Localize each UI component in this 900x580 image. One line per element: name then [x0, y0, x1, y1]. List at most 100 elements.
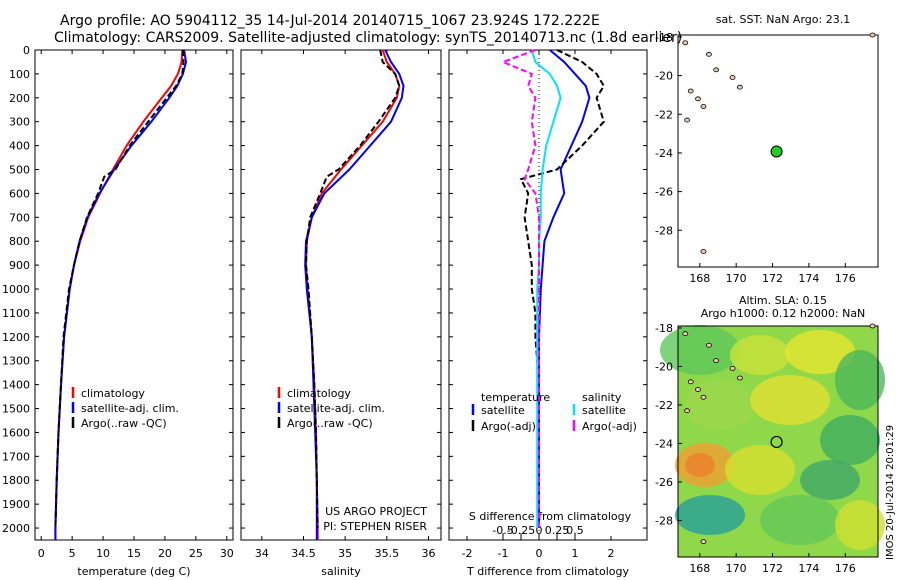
map-frame-2: [677, 325, 879, 558]
depth-tick-label: 1700: [2, 450, 30, 463]
project-label: US ARGO PROJECT: [325, 505, 427, 518]
map-x-tick-label: 176: [835, 272, 856, 285]
sla-blob: [685, 453, 715, 477]
map-title: Argo h1000: 0.12 h2000: NaN: [701, 307, 866, 320]
map-frame-1: [677, 34, 879, 268]
x-tick-label: 5: [69, 547, 76, 560]
map-y-tick-label: -22: [655, 108, 673, 121]
x-tick-label: 25: [189, 547, 203, 560]
map-y-tick-label: -18: [655, 31, 673, 44]
map-title: sat. SST: NaN Argo: 23.1: [716, 13, 850, 26]
series-line-1: [538, 49, 591, 528]
depth-tick-label: 300: [9, 116, 30, 129]
depth-tick-label: 1000: [2, 283, 30, 296]
island-marker: [869, 32, 876, 38]
island-marker: [706, 51, 712, 57]
island-marker: [684, 117, 690, 123]
island-marker: [706, 342, 712, 348]
map-x-tick-label: 174: [798, 272, 819, 285]
depth-tick-label: 400: [9, 140, 30, 153]
x-tick-label: 35.5: [375, 547, 400, 560]
chart-title-line2: Climatology: CARS2009. Satellite-adjuste…: [54, 30, 683, 46]
island-marker: [700, 539, 707, 544]
x-tick-label: 10: [96, 547, 110, 560]
depth-tick-label: 600: [9, 187, 30, 200]
map-y-tick-label: -26: [655, 186, 673, 199]
x-tick-label: 36: [422, 547, 436, 560]
sla-blob: [835, 500, 885, 550]
island-marker: [687, 88, 694, 94]
plot-frame-2: [240, 49, 442, 541]
s-tick-label: 0.25: [545, 524, 570, 537]
depth-tick-label: 1800: [2, 474, 30, 487]
series-line-2: [304, 49, 405, 540]
map-x-tick-label: 168: [689, 272, 710, 285]
legend-title: temperature: [481, 391, 550, 404]
sla-blob: [660, 325, 740, 375]
x-axis-label: temperature (deg C): [77, 565, 190, 578]
plot-frame-1: [34, 49, 234, 541]
depth-tick-label: 0: [23, 44, 30, 57]
x-tick-label: -2: [462, 547, 473, 560]
s-axis-label: S difference from climatology: [469, 510, 632, 523]
legend-label: climatology: [287, 387, 351, 400]
x-tick-label: 0: [536, 547, 543, 560]
float-location-marker: [770, 145, 783, 158]
pi-label: PI: STEPHEN RISER: [323, 520, 427, 533]
s-tick-label: -0.25: [507, 524, 535, 537]
depth-tick-label: 1900: [2, 498, 30, 511]
map-title: Altim. SLA: 0.15: [739, 294, 827, 307]
series-line-3: [530, 49, 562, 528]
map-x-tick-label: 168: [689, 562, 710, 575]
series-line-2: [519, 49, 605, 528]
timestamp-label: IMOS 20-Jul-2014 20:01:29: [885, 424, 896, 560]
sla-blob: [800, 460, 860, 500]
depth-tick-label: 1100: [2, 307, 30, 320]
legend-label: Argo(..raw -QC): [81, 417, 167, 430]
float-location-marker: [770, 435, 783, 449]
x-tick-label: 34.5: [291, 547, 316, 560]
depth-tick-label: 800: [9, 235, 30, 248]
map-x-tick-label: 172: [762, 272, 783, 285]
sla-blob: [750, 375, 830, 425]
series-line-1: [54, 49, 184, 540]
s-tick-label: 0: [536, 524, 543, 537]
sla-blob: [835, 350, 885, 410]
legend-label: satellite-adj. clim.: [287, 402, 385, 415]
island-marker: [713, 67, 720, 73]
series-line-3: [304, 49, 401, 529]
island-marker: [700, 394, 707, 400]
x-tick-label: 2: [608, 547, 615, 560]
series-line-4: [500, 49, 540, 528]
legend-label: Argo(-adj): [582, 420, 637, 433]
island-marker: [684, 408, 690, 414]
sla-field: [660, 325, 885, 557]
depth-tick-label: 900: [9, 259, 30, 272]
depth-tick-label: 700: [9, 211, 30, 224]
island-marker: [695, 387, 701, 392]
island-marker: [682, 331, 689, 337]
island-marker: [713, 358, 720, 364]
x-tick-label: -1: [498, 547, 509, 560]
x-tick-label: 35: [338, 547, 352, 560]
map-y-tick-label: -22: [655, 399, 673, 412]
map-x-tick-label: 170: [726, 272, 747, 285]
depth-tick-label: 200: [9, 92, 30, 105]
map-y-tick-label: -20: [655, 360, 673, 373]
legend-label: Argo(-adj): [481, 420, 536, 433]
x-axis-label: salinity: [321, 565, 361, 578]
x-tick-label: 30: [220, 547, 234, 560]
x-axis-label: T difference from climatology: [466, 565, 629, 578]
map-x-tick-label: 174: [798, 562, 819, 575]
x-tick-label: 15: [127, 547, 141, 560]
s-tick-label: -0.5: [492, 524, 513, 537]
legend-label: Argo(..raw -QC): [287, 417, 373, 430]
map-x-tick-label: 170: [726, 562, 747, 575]
legend-label: satellite: [481, 404, 525, 417]
island-marker: [687, 379, 694, 385]
depth-tick-label: 500: [9, 164, 30, 177]
s-tick-label: 0.5: [566, 524, 584, 537]
map-x-tick-label: 172: [762, 562, 783, 575]
map-y-tick-label: -28: [655, 224, 673, 237]
map-y-tick-label: -24: [655, 437, 673, 450]
